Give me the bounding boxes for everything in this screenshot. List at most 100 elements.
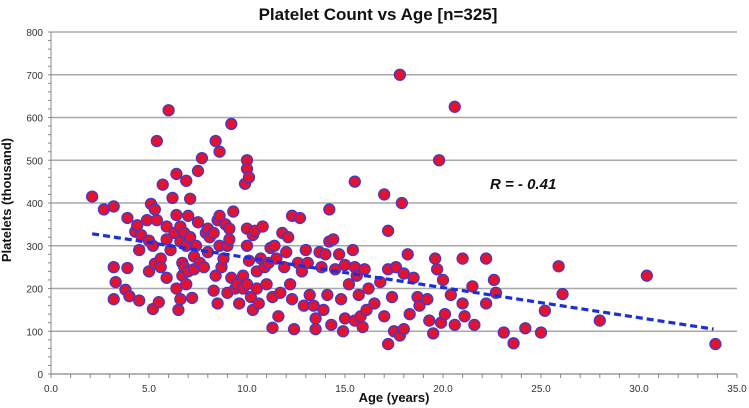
x-tick-label: 20.0 (433, 384, 453, 395)
x-tick-label: 30.0 (629, 384, 649, 395)
data-point (421, 293, 434, 306)
data-point (195, 151, 209, 165)
data-point (252, 297, 265, 310)
data-point (448, 318, 461, 331)
data-point (552, 260, 565, 273)
data-point (640, 269, 653, 282)
data-point (338, 312, 352, 325)
x-tick-label: 0.0 (44, 384, 58, 395)
data-point (107, 260, 120, 274)
data-point (317, 303, 330, 317)
data-point (413, 299, 426, 312)
data-point (266, 321, 279, 334)
data-point (121, 211, 134, 225)
data-point (401, 248, 414, 261)
data-point (233, 297, 246, 310)
data-point (538, 304, 552, 317)
data-point (403, 307, 416, 321)
data-point (456, 252, 469, 265)
data-point (223, 233, 236, 246)
y-tick-labels: 0 100 200 300 400 500 600 700 800 (26, 28, 43, 381)
data-point (207, 284, 220, 297)
x-axis-label: Age (years) (359, 390, 430, 405)
data-point (436, 273, 450, 287)
axes (48, 31, 738, 378)
data-point (182, 209, 195, 222)
data-point (287, 322, 301, 336)
data-point (156, 178, 169, 191)
data-point (378, 188, 391, 201)
data-point (150, 134, 163, 148)
y-tick-label: 800 (26, 28, 43, 39)
data-point (191, 216, 205, 229)
data-point (191, 164, 205, 178)
data-point (174, 293, 187, 306)
data-point (381, 337, 395, 351)
data-point (180, 174, 193, 187)
data-point (274, 286, 287, 299)
data-point (519, 322, 532, 335)
data-point (299, 243, 312, 257)
data-point (479, 297, 493, 310)
data-point (368, 297, 381, 310)
data-point (170, 167, 183, 181)
data-point (342, 278, 356, 291)
data-point (109, 275, 122, 289)
y-tick-label: 200 (26, 285, 43, 296)
data-point (209, 269, 222, 282)
data-point (497, 326, 510, 339)
data-point (211, 297, 224, 310)
data-point (556, 287, 569, 301)
y-tick-label: 500 (26, 156, 43, 167)
data-point (256, 220, 269, 233)
data-point (309, 312, 322, 325)
data-point (133, 294, 146, 307)
data-point (150, 213, 163, 227)
data-point (260, 278, 273, 291)
data-point (244, 290, 258, 304)
data-point (319, 248, 332, 261)
data-point (393, 68, 407, 81)
data-point (166, 191, 179, 205)
data-point (162, 104, 175, 117)
data-point (358, 263, 371, 276)
data-point (334, 293, 348, 306)
data-point (427, 327, 440, 340)
data-point (107, 293, 120, 306)
x-tick-label: 25.0 (531, 384, 551, 395)
x-tick-label: 35.0 (727, 384, 747, 395)
data-point (448, 100, 461, 113)
data-point (213, 209, 226, 222)
data-point (423, 314, 436, 327)
data-point (148, 203, 162, 216)
data-point (438, 307, 452, 321)
data-point (360, 303, 373, 317)
data-point (280, 246, 293, 259)
data-point (180, 278, 193, 291)
data-point (346, 243, 359, 257)
data-point (429, 252, 442, 265)
data-point (121, 261, 134, 275)
data-point (381, 224, 395, 237)
correlation-annotation: R = - 0.41 (490, 176, 556, 193)
data-point (293, 211, 307, 225)
data-point (352, 288, 365, 302)
data-point (152, 296, 165, 309)
x-tick-labels: 0.0 5.0 10.0 15.0 20.0 25.0 30.0 35.0 (44, 384, 747, 395)
data-point (327, 233, 340, 246)
data-point (242, 171, 256, 184)
data-point (458, 310, 471, 323)
y-tick-label: 100 (26, 327, 43, 338)
data-point (507, 337, 520, 350)
y-tick-label: 0 (37, 370, 43, 381)
data-point (362, 282, 375, 295)
data-point (321, 288, 334, 302)
data-point (456, 297, 469, 310)
data-point (389, 260, 403, 274)
data-point (487, 273, 501, 287)
data-point (378, 310, 391, 323)
y-tick-label: 300 (26, 242, 43, 253)
x-tick-label: 10.0 (237, 384, 257, 395)
data-point (356, 320, 369, 334)
